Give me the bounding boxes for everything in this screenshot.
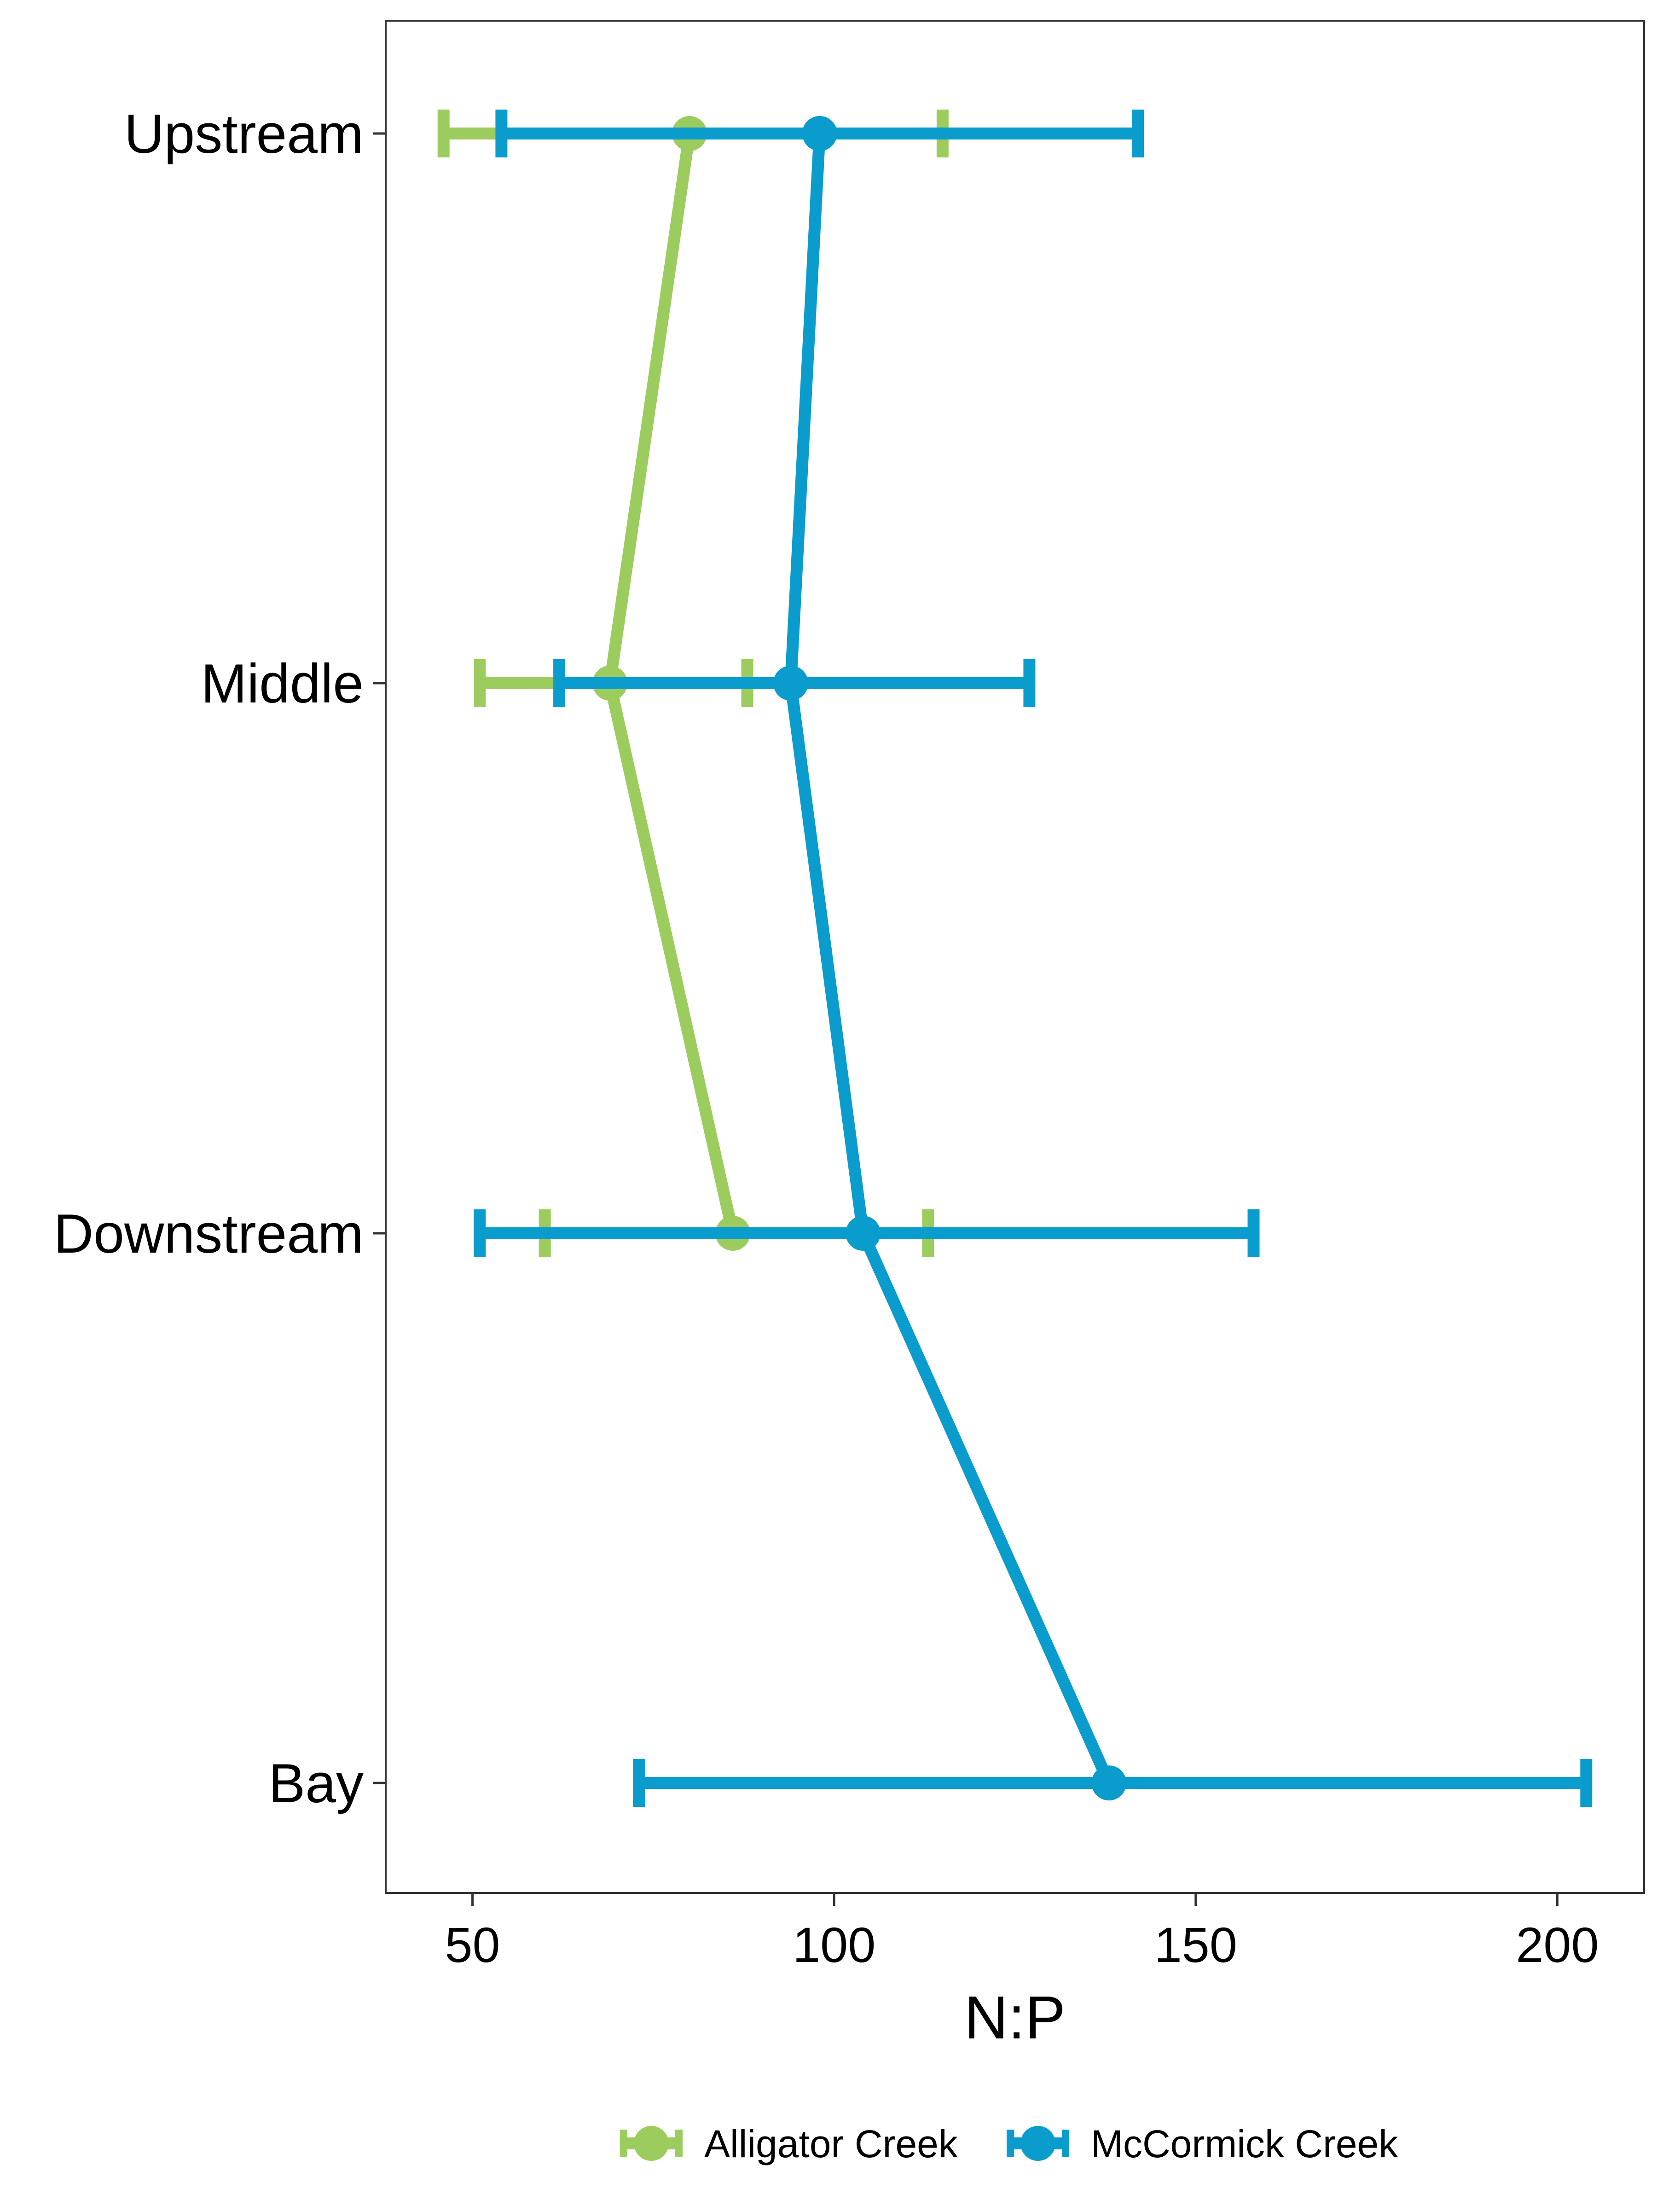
legend-label-0: Alligator Creek [704,2122,958,2166]
data-point-1-2 [846,1216,881,1251]
legend-item-1: McCormick Creek [1007,2122,1398,2166]
series-line-1 [784,133,1115,1786]
xtick-label-150: 150 [1154,1917,1237,1973]
ytick-label-middle: Middle [201,653,364,714]
legend-item-0: Alligator Creek [620,2122,958,2166]
series-1 [474,110,1593,1807]
data-point-1-1 [773,666,808,701]
xtick-label-50: 50 [445,1917,500,1973]
data-point-1-0 [802,116,837,151]
xtick-label-200: 200 [1516,1917,1599,1973]
ytick-label-downstream: Downstream [53,1203,364,1265]
plot-panel-border [385,20,1645,1894]
xtick-label-100: 100 [793,1917,875,1973]
legend-label-1: McCormick Creek [1091,2122,1398,2166]
legend-point-0 [634,2126,669,2161]
legend-point-1 [1020,2126,1055,2161]
ytick-label-bay: Bay [268,1753,364,1814]
x-axis-title: N:P [964,1984,1066,2051]
ytick-label-upstream: Upstream [124,103,364,165]
data-point-1-3 [1091,1765,1127,1800]
